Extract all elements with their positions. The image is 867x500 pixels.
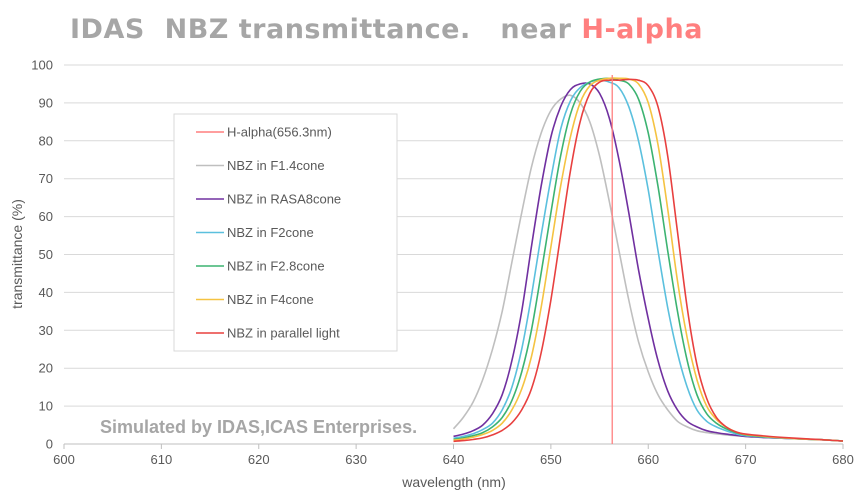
legend-label: NBZ in F1.4cone — [227, 158, 325, 173]
series-line-2 — [453, 82, 844, 442]
legend-label: NBZ in parallel light — [227, 326, 340, 341]
series-lines — [452, 77, 844, 443]
x-tick-label: 630 — [345, 452, 367, 467]
y-tick-label: 20 — [39, 361, 53, 376]
x-tick-label: 620 — [248, 452, 270, 467]
x-tick-label: 610 — [151, 452, 173, 467]
y-tick-label: 60 — [39, 209, 53, 224]
y-tick-label: 50 — [39, 247, 53, 262]
x-tick-label: 680 — [832, 452, 854, 467]
chart-title: IDAS NBZ transmittance. near H-alpha — [70, 14, 703, 45]
y-tick-label: 100 — [31, 58, 53, 73]
x-tick-label: 650 — [540, 452, 562, 467]
x-tick-label: 670 — [735, 452, 757, 467]
series-line-6 — [453, 78, 844, 443]
series-line-3 — [453, 79, 844, 442]
y-tick-label: 80 — [39, 133, 53, 148]
legend-label: NBZ in F2cone — [227, 225, 314, 240]
x-tick-labels: 600 610 620 630 640 650 660 670 680 — [53, 444, 854, 467]
x-tick-label: 640 — [443, 452, 465, 467]
y-tick-label: 10 — [39, 399, 53, 414]
legend-label: NBZ in F2.8cone — [227, 259, 325, 274]
watermark-text: Simulated by IDAS,ICAS Enterprises. — [100, 417, 417, 437]
chart-title-main: IDAS NBZ transmittance. near — [70, 14, 582, 45]
y-tick-label: 30 — [39, 323, 53, 338]
x-axis-label: wavelength (nm) — [401, 474, 506, 490]
legend: H-alpha(656.3nm) NBZ in F1.4cone NBZ in RA… — [173, 113, 398, 352]
y-tick-label: 90 — [39, 95, 53, 110]
x-tick-label: 600 — [53, 452, 75, 467]
x-tick-label: 660 — [637, 452, 659, 467]
y-tick-labels: 0 10 20 30 40 50 60 70 80 90 100 — [31, 58, 53, 452]
legend-label: NBZ in RASA8cone — [227, 192, 341, 207]
legend-label: NBZ in F4cone — [227, 292, 314, 307]
y-tick-label: 40 — [39, 285, 53, 300]
y-tick-label: 70 — [39, 171, 53, 186]
y-tick-label: 0 — [46, 437, 53, 452]
y-axis-label: transmittance (%) — [9, 199, 25, 309]
chart-title-highlight: H-alpha — [581, 14, 703, 45]
legend-label: H-alpha(656.3nm) — [227, 125, 332, 140]
